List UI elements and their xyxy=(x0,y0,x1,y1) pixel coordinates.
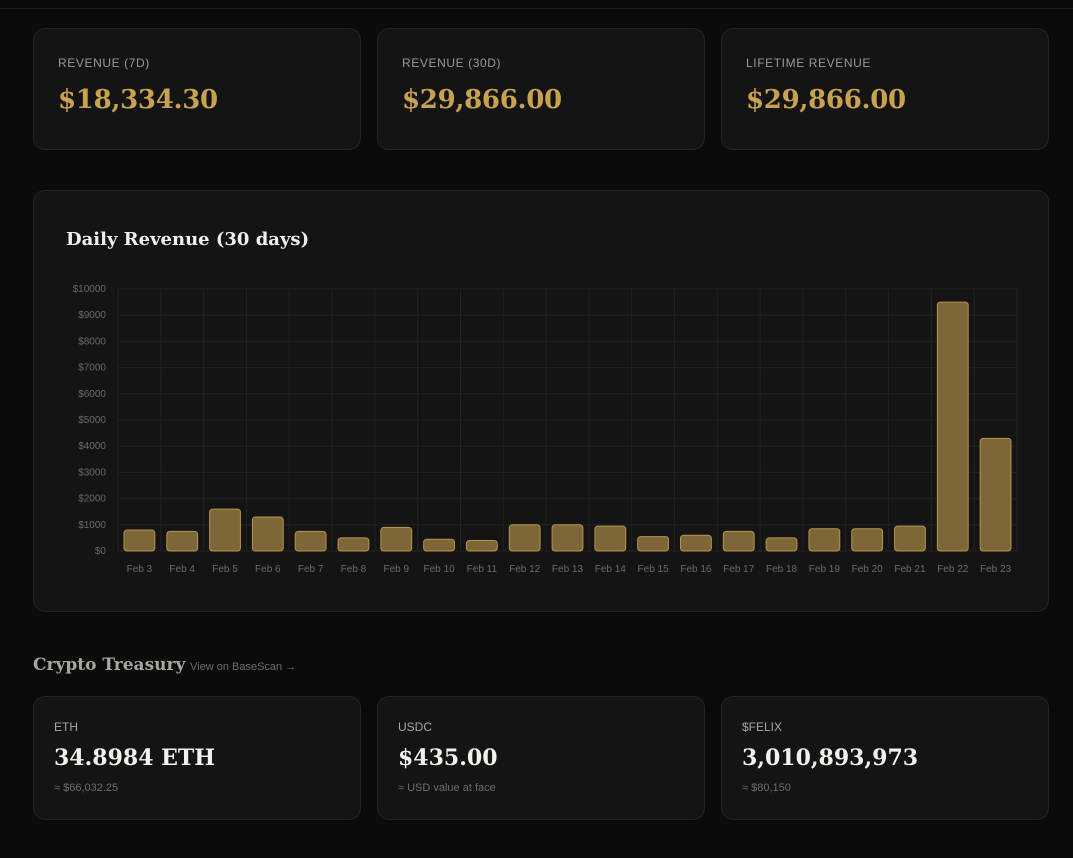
stat-value: $18,334.30 xyxy=(58,85,218,115)
daily-revenue-bar-chart: $0 $1000 $2000 $3000 $4000 $5000 $6000 $7000 $80… xyxy=(73,284,1018,575)
bar-feb-22 xyxy=(936,301,969,552)
x-tick-label: Feb 8 xyxy=(341,564,367,575)
treasury-label: ETH xyxy=(54,720,78,734)
bar-feb-16 xyxy=(680,534,712,552)
bar-feb-18 xyxy=(765,537,798,552)
view-on-basescan-link[interactable]: View on BaseScan → xyxy=(190,661,297,673)
y-tick-label: $5000 xyxy=(78,415,106,426)
treasury-usd-estimate: ≈ USD value at face xyxy=(398,782,496,794)
treasury-value: 3,010,893,973 xyxy=(742,745,919,771)
x-tick-label: Feb 13 xyxy=(552,564,584,575)
bar-feb-11 xyxy=(465,540,498,552)
bar-feb-4 xyxy=(166,530,199,552)
treasury-label: USDC xyxy=(398,720,433,734)
x-tick-label: Feb 22 xyxy=(937,564,969,575)
bar-feb-23 xyxy=(979,437,1012,552)
y-tick-label: $7000 xyxy=(78,363,106,374)
bar-feb-14 xyxy=(594,525,627,552)
x-tick-label: Feb 23 xyxy=(980,564,1012,575)
x-tick-label: Feb 9 xyxy=(383,564,409,575)
stat-card-revenue-30d: REVENUE (30D) $29,866.00 xyxy=(377,28,705,150)
x-tick-label: Feb 11 xyxy=(467,564,498,575)
bar-feb-13 xyxy=(551,524,584,552)
stat-label: REVENUE (30D) xyxy=(402,56,502,70)
treasury-value: $435.00 xyxy=(398,745,498,771)
y-tick-label: $8000 xyxy=(78,336,106,347)
y-tick-label: $0 xyxy=(95,546,107,557)
chart-title: Daily Revenue (30 days) xyxy=(66,229,310,250)
y-tick-label: $3000 xyxy=(78,467,106,478)
x-tick-label: Feb 3 xyxy=(127,564,153,575)
treasury-usd-estimate: ≈ $66,032.25 xyxy=(54,782,119,794)
x-tick-label: Feb 16 xyxy=(680,564,712,575)
treasury-value: 34.8984 ETH xyxy=(54,745,216,771)
bar-feb-9 xyxy=(380,526,413,552)
bar-feb-8 xyxy=(337,537,370,552)
x-tick-label: Feb 7 xyxy=(298,564,324,575)
x-tick-label: Feb 4 xyxy=(169,564,195,575)
bar-feb-3 xyxy=(123,529,156,552)
y-tick-label: $10000 xyxy=(73,284,107,295)
bar-feb-21 xyxy=(894,525,926,552)
treasury-usd-estimate: ≈ $80,150 xyxy=(742,782,791,794)
x-tick-label: Feb 5 xyxy=(212,564,238,575)
bar-feb-17 xyxy=(722,530,755,552)
x-tick-label: Feb 6 xyxy=(255,564,281,575)
bar-feb-19 xyxy=(808,528,841,552)
x-tick-label: Feb 10 xyxy=(424,564,456,575)
stat-label: REVENUE (7D) xyxy=(58,56,150,70)
x-tick-label: Feb 20 xyxy=(852,564,884,575)
y-tick-label: $4000 xyxy=(78,441,106,452)
bar-feb-15 xyxy=(637,536,670,552)
x-tick-label: Feb 14 xyxy=(595,564,627,575)
bar-feb-12 xyxy=(508,524,541,552)
y-tick-label: $6000 xyxy=(78,389,106,400)
x-tick-label: Feb 21 xyxy=(894,564,926,575)
daily-revenue-chart-card: Daily Revenue (30 days) $0 $1000 $2000 $300… xyxy=(33,190,1049,612)
stat-value: $29,866.00 xyxy=(402,85,562,115)
crypto-treasury-heading: Crypto Treasury xyxy=(33,655,186,675)
y-tick-label: $9000 xyxy=(78,310,106,321)
treasury-card-felix: $FELIX 3,010,893,973 ≈ $80,150 xyxy=(721,696,1049,820)
stat-value: $29,866.00 xyxy=(746,85,906,115)
bar-feb-20 xyxy=(851,528,884,552)
bar-feb-6 xyxy=(251,516,284,552)
x-tick-label: Feb 17 xyxy=(723,564,755,575)
treasury-label: $FELIX xyxy=(742,720,783,734)
top-divider xyxy=(0,8,1073,9)
y-tick-label: $1000 xyxy=(78,520,106,531)
bar-feb-10 xyxy=(423,538,455,552)
x-tick-label: Feb 18 xyxy=(766,564,798,575)
treasury-card-usdc: USDC $435.00 ≈ USD value at face xyxy=(377,696,705,820)
bar-feb-5 xyxy=(209,508,241,552)
stat-label: LIFETIME REVENUE xyxy=(746,56,871,70)
treasury-card-eth: ETH 34.8984 ETH ≈ $66,032.25 xyxy=(33,696,361,820)
y-tick-label: $2000 xyxy=(78,494,106,505)
x-tick-label: Feb 19 xyxy=(809,564,841,575)
x-tick-label: Feb 12 xyxy=(509,564,541,575)
stat-card-revenue-7d: REVENUE (7D) $18,334.30 xyxy=(33,28,361,150)
bar-feb-7 xyxy=(294,530,327,552)
stat-card-lifetime-revenue: LIFETIME REVENUE $29,866.00 xyxy=(721,28,1049,150)
x-tick-label: Feb 15 xyxy=(638,564,670,575)
